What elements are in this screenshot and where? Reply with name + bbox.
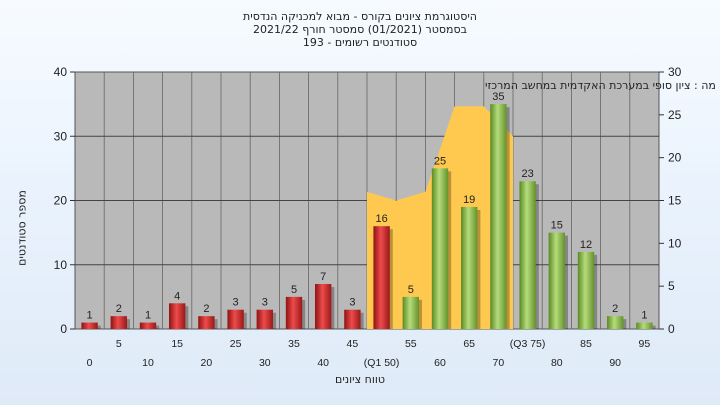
bar-20 [198,316,215,329]
bar-value-label: 35 [492,91,504,103]
bar-value-label: 2 [203,303,209,315]
y-tick-label: 20 [54,194,68,208]
y-tick-label: 0 [60,322,67,336]
bar-value-label: 15 [551,220,563,232]
x-tick-label: 70 [493,357,505,369]
y2-tick-label: 30 [668,65,682,79]
bar-60 [431,168,449,329]
x-tick-label: 15 [171,338,183,350]
x-tick-label: 35 [288,338,300,350]
x-tick-label: 5 [116,338,122,350]
bar-value-label: 4 [174,290,180,302]
bar-45 [344,309,361,329]
bar-value-label: 1 [87,310,93,322]
bar-55 [402,296,419,329]
y2-tick-label: 5 [668,279,675,293]
bar-(Q1 50) [373,226,390,329]
title-line-3: סטודנטים רשומים - 193 [302,36,418,49]
bar-80 [548,232,565,329]
bar-value-label: 7 [320,271,326,283]
bar-value-label: 2 [612,303,618,315]
x-tick-label: 45 [347,338,359,350]
x-tick-label: 25 [230,338,242,350]
x-tick-label: 0 [87,357,93,369]
x-tick-label: 85 [580,338,592,350]
y2-tick-label: 25 [668,108,682,122]
bar-95 [636,322,653,329]
bar-value-label: 2 [116,303,122,315]
bar-value-label: 3 [233,297,239,309]
x-tick-label: 55 [405,338,417,350]
bar-10 [139,322,157,329]
x-tick-label: 60 [434,357,446,369]
bar-(Q3 75) [519,181,536,329]
y2-tick-label: 0 [668,322,675,336]
x-tick-label: 20 [201,357,213,369]
bar-value-label: 16 [375,213,387,225]
y-tick-label: 40 [54,65,68,79]
bar-35 [285,296,303,329]
bar-value-label: 5 [408,284,414,296]
bar-value-label: 3 [349,297,355,309]
y-tick-label: 30 [54,129,68,143]
x-tick-label: (Q1 50) [364,357,400,369]
bar-70 [490,104,507,329]
x-tick-label: 95 [639,338,651,350]
x-tick-label: 30 [259,357,271,369]
chart-title: היסטוגרמת ציונים בקורס - מבוא למכניקה הנ… [0,10,720,49]
bar-value-label: 12 [580,239,592,251]
x-axis-label: טווח ציונים [335,373,385,386]
y2-tick-label: 15 [668,194,682,208]
y2-tick-label: 10 [668,236,682,250]
bar-30 [256,309,273,329]
y-tick-label: 10 [54,258,68,272]
bar-value-label: 1 [145,310,151,322]
bar-65 [461,206,478,329]
y2-tick-label: 20 [668,151,682,165]
bar-25 [227,309,244,329]
x-tick-label: 80 [551,357,563,369]
x-tick-label: 10 [142,357,154,369]
bar-value-label: 5 [291,284,297,296]
bar-0 [81,322,98,329]
y-axis-label: מספר סטודנטים [15,190,29,266]
bar-value-label: 25 [434,155,446,167]
title-line-2: בסמסטר (01/2021) סמסטר חורף 2021/22 [253,23,467,36]
title-line-1: היסטוגרמת ציונים בקורס - מבוא למכניקה הנ… [243,10,477,23]
bar-value-label: 1 [641,310,647,322]
x-tick-label: 65 [463,338,475,350]
bar-40 [315,284,332,329]
bar-value-label: 19 [463,194,475,206]
bar-85 [577,251,595,329]
x-tick-label: 40 [317,357,329,369]
chart-annotation: בחשו מה : ציון סופי במערכת האקדמית במחשב… [485,79,720,92]
bar-15 [169,303,186,329]
bar-5 [110,316,127,329]
bar-90 [607,316,624,329]
x-tick-label: 90 [609,357,621,369]
bar-value-label: 3 [262,297,268,309]
bar-value-label: 23 [521,168,533,180]
x-tick-label: (Q3 75) [510,338,546,350]
